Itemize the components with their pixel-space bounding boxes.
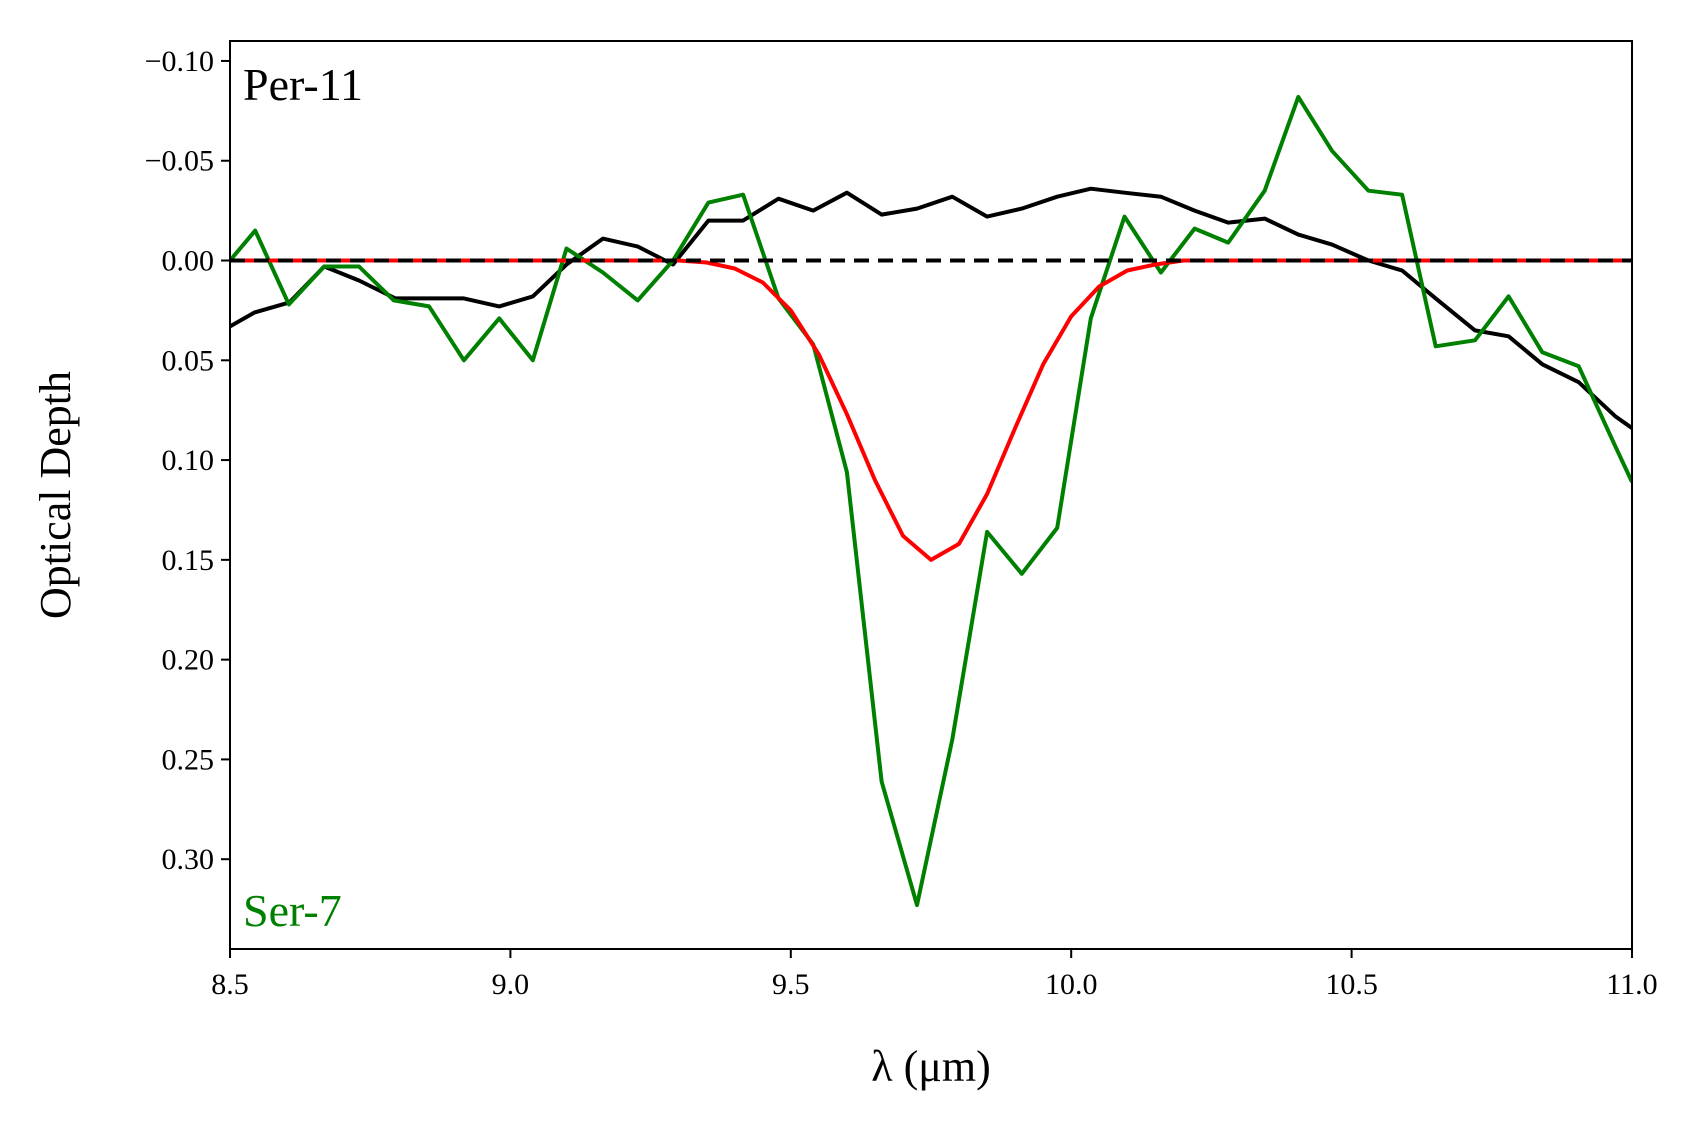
y-axis-title: Optical Depth [31,371,80,619]
plot-frame [229,40,1633,950]
x-tick-label: 8.5 [211,968,249,1001]
x-tick-label: 9.0 [492,968,530,1001]
label-ser-7: Ser-7 [243,885,342,936]
y-tick-label: −0.05 [145,145,214,178]
y-tick-label: 0.15 [162,544,215,577]
x-tick-label: 9.5 [772,968,810,1001]
x-tick-label: 11.0 [1606,968,1657,1001]
series-red-fit-line [230,258,1632,562]
y-tick-label: 0.25 [162,743,215,776]
label-per-11: Per-11 [243,59,363,110]
y-axis: −0.10 −0.05 0.00 0.05 0.10 0.15 0.20 0.25 0.30 [145,45,230,876]
series-green-line [230,94,1632,908]
y-tick-label: 0.00 [162,245,215,278]
x-axis-title: λ (μm) [871,1042,990,1091]
series-black-line [230,186,1632,430]
x-tick-label: 10.5 [1325,968,1378,1001]
y-tick-label: −0.10 [145,45,214,78]
y-tick-label: 0.20 [162,644,215,677]
y-tick-label: 0.30 [162,843,215,876]
x-tick-label: 10.0 [1045,968,1098,1001]
x-axis: 8.5 9.0 9.5 10.0 10.5 11.0 [211,949,1658,1001]
y-tick-label: 0.10 [162,444,215,477]
series-layer [230,94,1632,908]
y-tick-label: 0.05 [162,344,215,377]
